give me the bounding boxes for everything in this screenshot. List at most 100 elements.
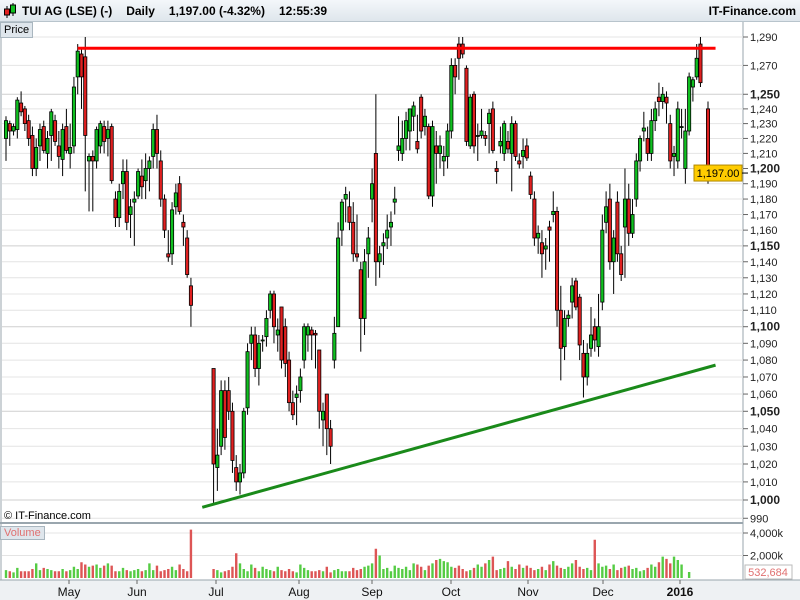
volume-bar	[502, 567, 506, 578]
volume-bar	[27, 571, 30, 578]
candle-up	[498, 141, 503, 147]
volume-bar	[363, 566, 366, 578]
candle-down	[7, 123, 12, 132]
candle-down	[354, 253, 359, 258]
volume-bar	[280, 570, 283, 578]
candle-down	[419, 96, 424, 132]
candle-down	[573, 280, 578, 308]
candle-up	[690, 79, 695, 88]
volume-bar	[185, 571, 189, 578]
candle-up	[362, 261, 367, 319]
volume-bar	[265, 569, 268, 578]
candle-down	[415, 141, 420, 150]
y-tick-label: 1,210	[750, 148, 778, 160]
last-volume-tag-label: 532,684	[748, 567, 788, 579]
candle-down	[226, 390, 231, 412]
volume-bar	[325, 566, 329, 578]
volume-bar	[604, 565, 608, 578]
x-tick-label-nov: Nov	[517, 585, 538, 599]
volume-bar	[250, 564, 253, 578]
candle-up	[343, 194, 348, 200]
candle-down	[26, 120, 31, 139]
volume-bar	[84, 564, 87, 578]
volume-bar	[253, 567, 257, 578]
period[interactable]: Daily	[126, 3, 155, 18]
candle-up	[370, 183, 375, 200]
candle-down	[22, 108, 27, 124]
candle-up	[679, 126, 684, 128]
y-tick-label: 1,090	[750, 338, 778, 350]
x-tick-label-jul: Jul	[208, 585, 223, 599]
volume-bar	[50, 570, 53, 578]
candle-down	[626, 198, 631, 234]
clock: 12:55:39	[278, 3, 328, 18]
volume-bar	[446, 562, 449, 578]
volume-bar	[397, 567, 400, 578]
candle-down	[211, 368, 216, 465]
volume-bar	[57, 571, 61, 578]
volume-bar	[635, 567, 638, 578]
volume-bar	[495, 570, 498, 578]
volume-bar	[261, 566, 264, 578]
candle-down	[581, 352, 586, 378]
volume-bar	[582, 569, 585, 578]
candle-up	[128, 206, 133, 215]
volume-bar	[619, 567, 623, 578]
volume-bar	[514, 569, 517, 578]
candle-down	[434, 145, 439, 154]
y-tick-label: 1,180	[750, 194, 778, 206]
volume-bar	[284, 571, 287, 578]
volume-bar	[385, 567, 389, 578]
candle-up	[396, 145, 401, 151]
volume-bar	[159, 571, 162, 578]
price-axis: 990 1,000 1,010 1,020 1,030 1,040 1,050 1,060 1,…	[2, 32, 780, 525]
candle-up	[71, 86, 76, 147]
candle-down	[532, 198, 537, 239]
volume-bar	[646, 567, 649, 578]
candle-down	[517, 160, 522, 165]
candle-up	[400, 138, 405, 154]
volume-bar	[318, 570, 321, 578]
volume-bar	[533, 570, 536, 578]
candle-up	[445, 130, 450, 157]
candle-down	[328, 428, 333, 447]
volume-bar	[42, 567, 45, 578]
candle-up	[604, 206, 609, 223]
candle-down	[317, 349, 322, 412]
candle-up	[407, 108, 412, 132]
candle-down	[287, 359, 292, 404]
candle-up	[94, 129, 99, 162]
candle-down	[109, 126, 114, 182]
volume-bar	[329, 572, 332, 578]
volume-bar	[593, 539, 596, 578]
volume-bar	[393, 565, 396, 578]
volume-bar	[578, 566, 581, 578]
volume-bar	[114, 571, 117, 578]
candle-up	[321, 410, 326, 421]
volume-bar	[367, 565, 370, 578]
y-tick-label: 1,270	[750, 60, 778, 72]
support-line	[201, 363, 716, 509]
candle-down	[668, 123, 673, 162]
candle-up	[245, 351, 250, 409]
volume-bar	[574, 560, 578, 578]
volume-bar	[567, 566, 570, 578]
volume-bar	[601, 566, 604, 578]
volume-bar	[586, 567, 589, 578]
volume-bar	[597, 563, 600, 578]
volume-bar	[499, 569, 502, 578]
candle-down	[656, 96, 661, 102]
candle-up	[649, 120, 654, 154]
volume-tick-label: 4,000k	[750, 528, 784, 540]
volume-bar	[359, 569, 362, 578]
volume-bar	[287, 569, 291, 578]
volume-bar	[23, 571, 27, 578]
candle-down	[177, 183, 182, 212]
volume-bar	[650, 564, 653, 578]
volume-bar	[257, 571, 261, 578]
candle-down	[471, 93, 476, 147]
volume-bar	[461, 569, 464, 578]
candle-down	[351, 221, 356, 255]
candle-up	[502, 123, 507, 154]
candle-down	[619, 253, 624, 275]
